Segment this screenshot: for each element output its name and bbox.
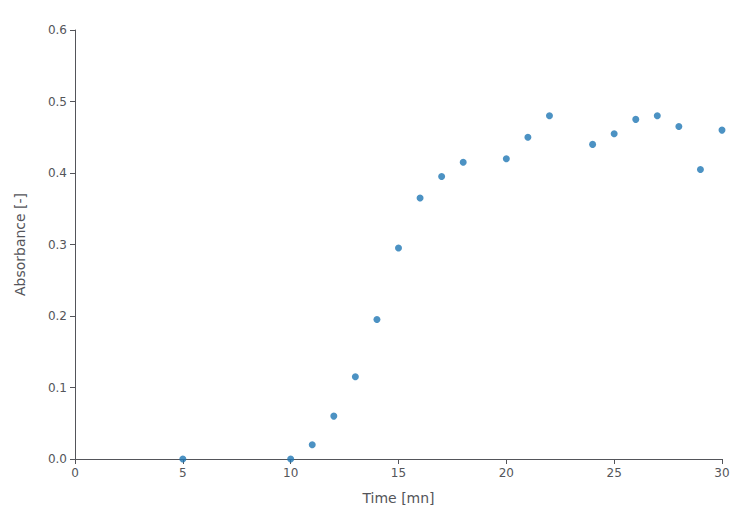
svg-text:15: 15: [391, 466, 406, 480]
svg-text:0.0: 0.0: [48, 452, 67, 466]
svg-text:0.1: 0.1: [48, 381, 67, 395]
svg-text:Absorbance [-]: Absorbance [-]: [12, 193, 28, 296]
svg-text:5: 5: [179, 466, 187, 480]
svg-text:0.2: 0.2: [48, 309, 67, 323]
svg-text:10: 10: [283, 466, 298, 480]
svg-text:25: 25: [607, 466, 622, 480]
svg-text:0.5: 0.5: [48, 95, 67, 109]
svg-text:Time [mn]: Time [mn]: [361, 490, 434, 506]
svg-text:0.4: 0.4: [48, 166, 67, 180]
svg-text:0.6: 0.6: [48, 23, 67, 37]
svg-text:0: 0: [71, 466, 79, 480]
svg-text:20: 20: [499, 466, 514, 480]
svg-text:30: 30: [714, 466, 729, 480]
svg-text:0.3: 0.3: [48, 238, 67, 252]
